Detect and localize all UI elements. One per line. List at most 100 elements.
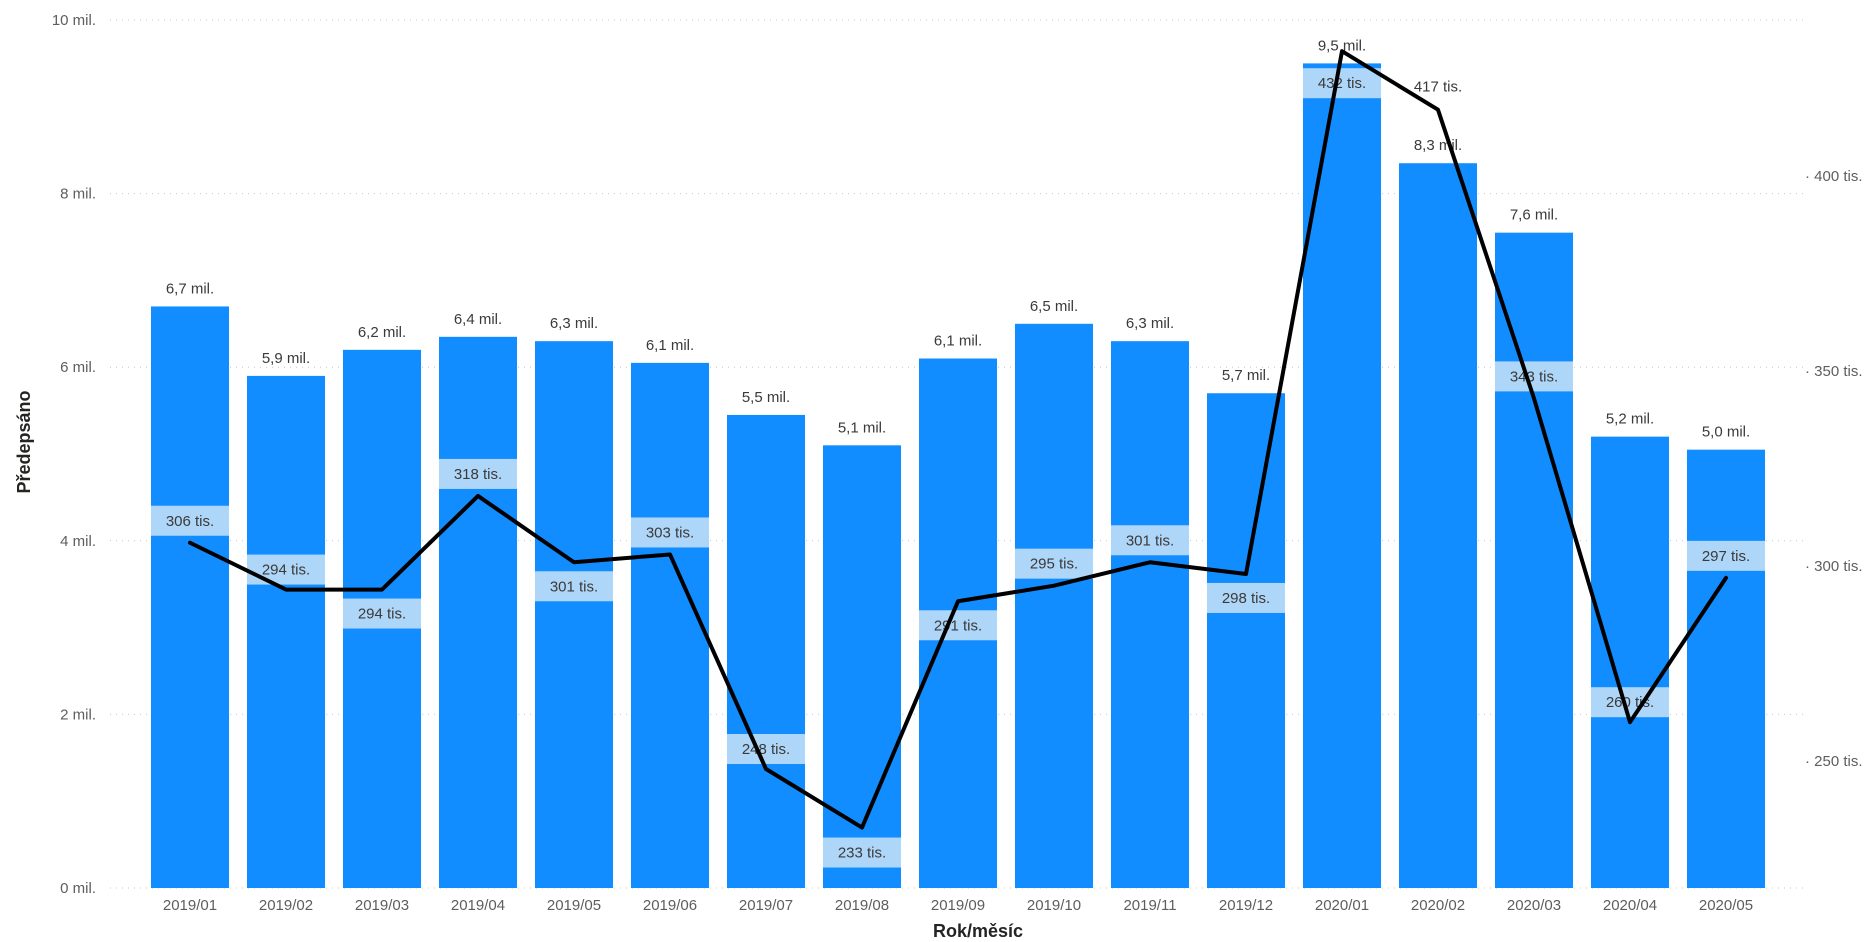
x-tick-label: 2020/05 [1699,897,1753,914]
line-value-label: 417 tis. [1414,79,1462,96]
bar [631,362,709,888]
line-value-label: 298 tis. [1222,590,1270,607]
x-tick-label: 2019/02 [259,897,313,914]
bar [535,341,613,888]
line-series [188,49,1728,830]
x-tick-label: 2020/03 [1507,897,1561,914]
bar-value-label: 6,7 mil. [166,280,214,297]
line-label-background [1495,361,1573,392]
line-path [188,49,1728,830]
x-axis-title: Rok/měsíc [933,921,1023,941]
x-tick-label: 2019/04 [451,897,505,914]
line-value-label: 248 tis. [742,741,790,758]
y-right-tick-label: · 350 tis. [1805,363,1863,380]
y-axis-title: Předepsáno [14,390,34,493]
line-value-label: 306 tis. [166,513,214,530]
x-tick-label: 2020/01 [1315,897,1369,914]
line-value-label: 291 tis. [934,617,982,634]
line-value-label: 297 tis. [1702,548,1750,565]
line-label-background [631,517,709,548]
line-label-background [919,610,997,641]
bar [1399,163,1477,889]
line-label-background [1591,687,1669,718]
y-left-tick-label: 6 mil. [60,359,96,376]
line-value-label: 303 tis. [646,524,694,541]
bar-value-label: 6,1 mil. [934,333,982,350]
bar [1111,341,1189,888]
y-axis-right: · 250 tis. · 300 tis. · 350 tis. · 400 tis. [1805,168,1863,770]
bar-value-label: 5,7 mil. [1222,367,1270,384]
line-label-background [1111,525,1189,556]
bar [727,414,805,888]
line-value-label: 294 tis. [262,562,310,579]
y-right-tick-label: · 300 tis. [1805,558,1863,575]
bar [247,375,325,888]
bar-series [151,63,1765,889]
x-tick-label: 2019/01 [163,897,217,914]
bar-value-label: 9,5 mil. [1318,37,1366,54]
bar-value-label: 6,3 mil. [1126,315,1174,332]
line-value-label: 318 tis. [454,466,502,483]
bar-value-label: 6,4 mil. [454,311,502,328]
bar-value-label: 6,5 mil. [1030,298,1078,315]
bar-value-label: 5,5 mil. [742,389,790,406]
line-label-background [1687,540,1765,571]
bar-value-label: 6,1 mil. [646,337,694,354]
bar-value-label: 6,2 mil. [358,324,406,341]
x-tick-label: 2019/09 [931,897,985,914]
line-value-label: 301 tis. [1126,532,1174,549]
line-label-background [823,837,901,868]
line-label-background [535,571,613,602]
x-tick-label: 2019/08 [835,897,889,914]
bar [1303,63,1381,888]
line-label-background [151,505,229,536]
bar [1495,232,1573,888]
x-tick-label: 2019/10 [1027,897,1081,914]
x-tick-label: 2019/03 [355,897,409,914]
y-right-tick-label: · 250 tis. [1805,753,1863,770]
x-tick-label: 2019/12 [1219,897,1273,914]
line-label-background [1207,582,1285,613]
y-left-tick-label: 8 mil. [60,186,96,203]
y-left-tick-label: 10 mil. [52,12,96,29]
y-left-tick-label: 2 mil. [60,706,96,723]
line-value-label: 294 tis. [358,606,406,623]
line-label-background [1015,548,1093,579]
x-tick-label: 2019/06 [643,897,697,914]
bar-value-label: 8,3 mil. [1414,137,1462,154]
line-label-background [439,458,517,489]
bar-value-label: 5,9 mil. [262,350,310,367]
line-label-background [343,598,421,629]
y-left-tick-label: 0 mil. [60,880,96,897]
bar-value-label: 5,1 mil. [838,419,886,436]
line-value-label: 432 tis. [1318,75,1366,92]
y-left-tick-label: 4 mil. [60,533,96,550]
x-tick-label: 2019/07 [739,897,793,914]
bar [1591,436,1669,888]
bar-value-label: 6,3 mil. [550,315,598,332]
y-right-tick-label: · 400 tis. [1805,168,1863,185]
bar [1687,449,1765,888]
line-label-backgrounds [151,68,1765,868]
x-tick-label: 2020/02 [1411,897,1465,914]
bar [151,306,229,888]
line-value-label: 233 tis. [838,845,886,862]
bar-value-label: 7,6 mil. [1510,207,1558,224]
y-axis-left: 0 mil. 2 mil. 4 mil. 6 mil. 8 mil. 10 mil. [52,12,96,897]
x-tick-label: 2019/11 [1123,897,1176,914]
bar [1207,393,1285,888]
line-value-label: 301 tis. [550,578,598,595]
x-tick-label: 2020/04 [1603,897,1657,914]
bar [1015,323,1093,888]
line-label-background [247,554,325,585]
x-axis: 2019/01 2019/02 2019/03 2019/04 2019/05 2019/… [163,897,1753,914]
bar [439,336,517,888]
line-label-background [1303,68,1381,99]
bar-value-label: 5,2 mil. [1606,411,1654,428]
line-label-background [727,734,805,765]
bar [823,445,901,888]
bar-value-label: 5,0 mil. [1702,424,1750,441]
x-tick-label: 2019/05 [547,897,601,914]
line-value-label: 343 tis. [1510,368,1558,385]
